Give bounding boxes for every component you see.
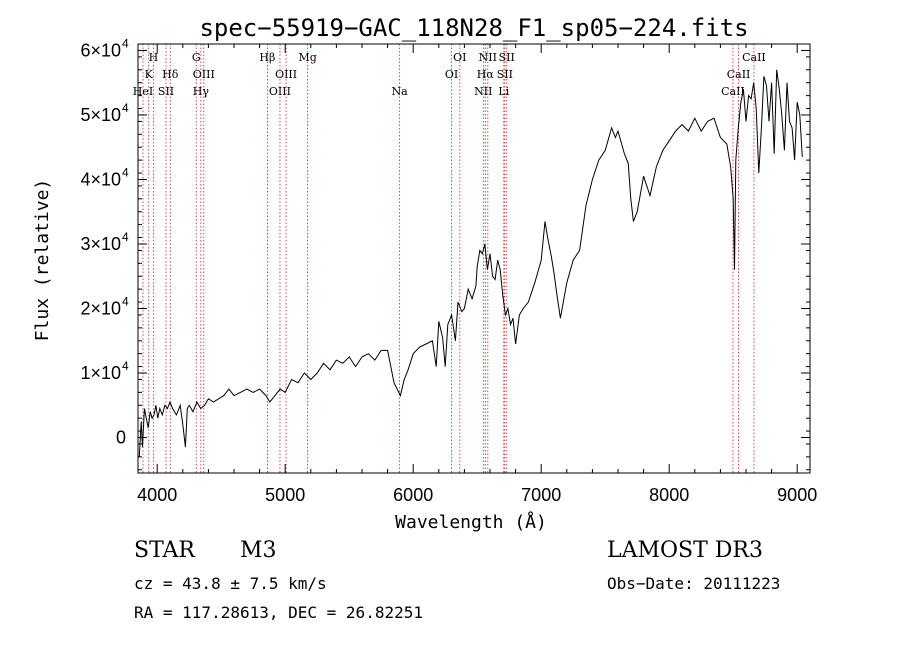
y-tick-label: 3×10 bbox=[80, 234, 121, 254]
redshift-cz: cz = 43.8 ± 7.5 km/s bbox=[134, 574, 327, 593]
spectral-line-label: OI bbox=[453, 51, 466, 64]
spectral-line-label: H bbox=[149, 51, 159, 64]
y-tick-exponent: 4 bbox=[122, 36, 129, 50]
object-subclass: M3 bbox=[240, 538, 277, 563]
plot-frame bbox=[137, 43, 811, 474]
spectral-line-label: Hδ bbox=[162, 68, 179, 81]
spectral-line-markers bbox=[142, 44, 755, 473]
spectral-line-label: Mg bbox=[298, 51, 316, 64]
spectral-line-label: Li bbox=[498, 85, 509, 98]
spectral-line-label: CaII bbox=[742, 51, 766, 64]
y-tick-label: 4×10 bbox=[80, 169, 121, 189]
chart-title: spec−55919−GAC_118N28_F1_sp05−224.fits bbox=[199, 14, 748, 42]
x-tick-label: 7000 bbox=[521, 485, 561, 505]
x-axis-label: Wavelength (Å) bbox=[395, 511, 547, 533]
coordinates: RA = 117.28613, DEC = 26.82251 bbox=[134, 603, 423, 622]
spectral-line-label: NII bbox=[479, 51, 497, 64]
y-tick-label: 0 bbox=[116, 428, 126, 448]
y-tick-exponent: 4 bbox=[122, 230, 129, 244]
spectral-line-label: G bbox=[192, 51, 201, 64]
spectral-line-label: Hα bbox=[477, 68, 495, 81]
spectral-line-label: SII bbox=[158, 85, 174, 98]
spectral-line-label: Hβ bbox=[259, 51, 275, 64]
y-tick-exponent: 4 bbox=[122, 165, 129, 179]
y-tick-label: 1×10 bbox=[80, 363, 121, 383]
spectral-line-label: SII bbox=[499, 51, 515, 64]
spectral-line-label: Na bbox=[392, 85, 409, 98]
y-tick-label: 6×10 bbox=[80, 40, 121, 60]
object-class: STAR bbox=[134, 538, 195, 563]
y-tick-label: 5×10 bbox=[80, 105, 121, 125]
x-tick-label: 5000 bbox=[265, 485, 305, 505]
x-tick-label: 9000 bbox=[777, 485, 817, 505]
x-axis-ticks: 4000 5000 6000 7000 8000 9000 bbox=[137, 44, 817, 505]
spectral-line-label: SII bbox=[497, 68, 513, 81]
y-axis-ticks: 01×10 42×10 43×10 44×10 45×10 46×10 4 bbox=[80, 36, 810, 471]
spectral-line-label: Hγ bbox=[193, 85, 210, 98]
spectral-line-label: OI bbox=[445, 68, 458, 81]
y-tick-exponent: 4 bbox=[122, 359, 129, 373]
spectral-line-label: K bbox=[145, 68, 154, 81]
spectral-line-label: NII bbox=[474, 85, 492, 98]
spectral-line-label: CaII bbox=[727, 68, 751, 81]
y-tick-exponent: 4 bbox=[122, 101, 129, 115]
y-axis-label: Flux (relative) bbox=[32, 179, 53, 342]
survey-name: LAMOST DR3 bbox=[607, 538, 763, 563]
spectrum-line bbox=[138, 69, 803, 457]
x-tick-label: 6000 bbox=[393, 485, 433, 505]
y-tick-exponent: 4 bbox=[122, 294, 129, 308]
spectral-line-label: OIII bbox=[275, 68, 297, 81]
spectral-line-label: OIII bbox=[269, 85, 291, 98]
spectral-line-label: HeI bbox=[133, 85, 153, 98]
spectral-line-label: CaII bbox=[721, 85, 745, 98]
x-tick-label: 4000 bbox=[137, 485, 177, 505]
spectral-line-label: OIII bbox=[193, 68, 215, 81]
x-tick-label: 8000 bbox=[649, 485, 689, 505]
y-tick-label: 2×10 bbox=[80, 298, 121, 318]
observation-date: Obs−Date: 20111223 bbox=[607, 574, 781, 593]
